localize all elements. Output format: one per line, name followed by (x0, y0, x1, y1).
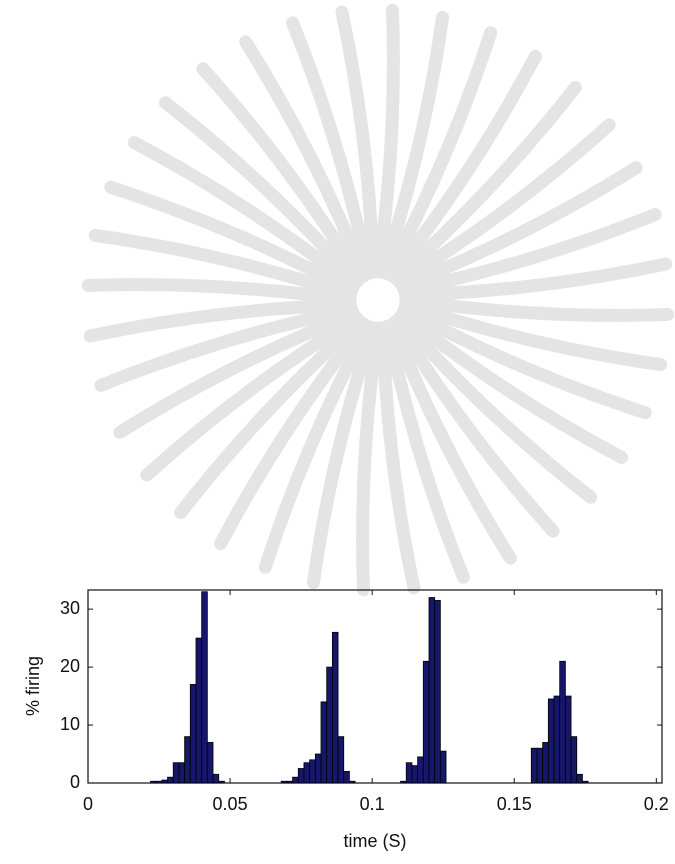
spoke (88, 228, 357, 302)
x-tick-label: 0 (83, 794, 93, 814)
y-tick-label: 0 (70, 772, 80, 792)
spoke (381, 26, 498, 281)
spoke (371, 3, 400, 279)
spoke (335, 5, 380, 279)
bar (564, 695, 572, 784)
spoke (376, 321, 421, 595)
bar (195, 637, 203, 784)
bar (184, 736, 191, 784)
spoke (113, 307, 361, 439)
bar (167, 776, 174, 784)
x-axis-label: time (S) (344, 831, 407, 851)
bar (303, 762, 311, 784)
y-tick-label: 10 (60, 714, 80, 734)
y-tick-label: 20 (60, 656, 80, 676)
spoke (381, 319, 470, 584)
spoke (306, 321, 380, 590)
bar (309, 759, 316, 784)
spoke (174, 314, 367, 520)
bar (434, 600, 441, 784)
bar (400, 780, 407, 784)
bar (326, 666, 333, 784)
bar (530, 747, 538, 784)
spoke (94, 303, 359, 392)
bar (422, 660, 430, 784)
x-tick-label: 0.05 (213, 794, 248, 814)
spoke (81, 278, 357, 307)
bar (349, 780, 356, 784)
bar (178, 762, 186, 784)
spoke (395, 307, 629, 464)
bar (536, 747, 544, 784)
spoke (392, 118, 616, 289)
bar (286, 780, 293, 784)
bar (161, 779, 168, 784)
bar (559, 660, 566, 784)
bar (172, 762, 180, 784)
bar (439, 750, 447, 784)
spoke (395, 161, 643, 293)
bar (570, 736, 578, 784)
y-axis-label: % firing (23, 656, 43, 716)
bar (582, 780, 589, 784)
x-tick-label: 0.15 (497, 794, 532, 814)
spoke (127, 136, 361, 293)
spoke (385, 49, 542, 283)
bar (155, 780, 163, 784)
bar (547, 698, 555, 784)
bar (331, 631, 339, 784)
x-tick-label: 0.1 (360, 794, 385, 814)
bar (542, 742, 549, 784)
axes-frame (87, 589, 663, 784)
decorative-spiral (81, 3, 675, 597)
bar (212, 773, 220, 784)
x-tick-label: 0.2 (644, 794, 669, 814)
spoke (389, 80, 582, 286)
spoke (376, 10, 450, 279)
spoke (140, 311, 364, 482)
bar (201, 591, 208, 784)
spoke (397, 303, 652, 420)
spoke (286, 16, 375, 281)
bar (150, 780, 157, 784)
bar (411, 765, 419, 784)
bar (189, 684, 197, 784)
spoke (104, 180, 359, 297)
bar (337, 736, 345, 784)
y-tick-label: 30 (60, 598, 80, 618)
spoke (239, 35, 371, 283)
spoke (356, 321, 385, 597)
bar (405, 762, 413, 784)
bar (417, 756, 424, 784)
bar (297, 768, 305, 784)
bar (320, 701, 328, 784)
bar (553, 695, 561, 784)
bar (576, 773, 583, 784)
spoke (258, 319, 375, 574)
spoke (399, 293, 675, 322)
bar (428, 597, 436, 784)
spoke (389, 314, 560, 538)
spoke (196, 62, 367, 286)
bar (206, 742, 214, 784)
bar (343, 771, 350, 784)
spoke (83, 298, 357, 343)
spoke (158, 96, 364, 289)
spoke (392, 311, 598, 504)
spoke (399, 257, 673, 302)
bar (218, 780, 225, 784)
spoke (385, 317, 517, 565)
spoke (399, 298, 668, 372)
spoke (397, 208, 662, 297)
bar (292, 776, 299, 784)
spoke (214, 317, 371, 551)
bar (314, 753, 322, 784)
bar (280, 780, 288, 784)
